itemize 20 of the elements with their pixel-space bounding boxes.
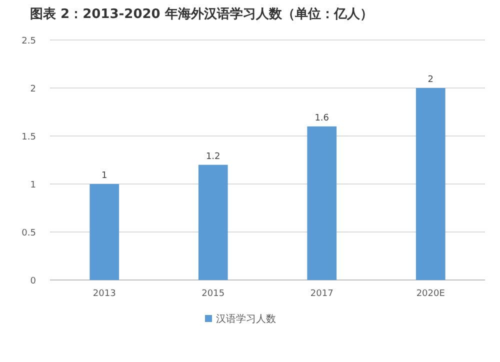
x-tick-label: 2013 (92, 289, 116, 299)
bar (90, 184, 120, 280)
x-tick-label: 2017 (310, 289, 334, 299)
y-tick-label: 0 (30, 276, 36, 286)
data-label: 2 (428, 75, 434, 85)
x-tick-label: 2015 (202, 289, 225, 299)
x-tick-label: 2020E (416, 289, 446, 299)
bar (416, 88, 446, 280)
chart-title: 图表 2：2013-2020 年海外汉语学习人数（单位：亿人） (30, 6, 373, 22)
bar (198, 164, 228, 280)
y-tick-label: 1 (30, 180, 36, 190)
y-tick-label: 1.5 (22, 132, 36, 142)
y-tick-label: 2.5 (22, 36, 36, 46)
y-tick-label: 0.5 (22, 228, 36, 238)
data-label: 1.6 (314, 113, 330, 124)
data-label: 1.2 (206, 152, 220, 162)
legend-label: 汉语学习人数 (216, 313, 276, 325)
data-label: 1 (102, 171, 108, 181)
y-tick-label: 2 (30, 84, 36, 94)
bar (307, 126, 337, 280)
